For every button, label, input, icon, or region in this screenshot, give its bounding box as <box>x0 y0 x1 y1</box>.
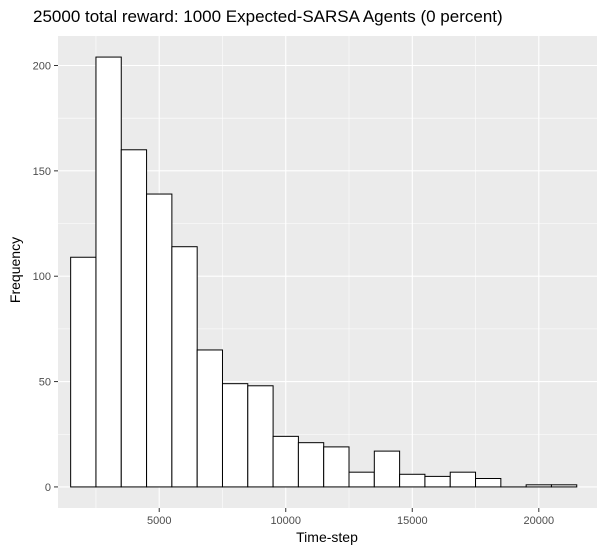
y-tick-label: 50 <box>39 377 51 389</box>
histogram-bars <box>70 56 578 488</box>
x-tick-label: 20000 <box>524 515 555 527</box>
histogram-bar <box>171 246 198 488</box>
histogram-bar <box>95 56 122 488</box>
histogram-bar <box>70 256 97 488</box>
histogram-bar <box>297 442 325 488</box>
y-tick-label: 150 <box>33 166 51 178</box>
y-axis-title: Frequency <box>7 237 23 303</box>
x-tick-label: 10000 <box>270 515 301 527</box>
x-tick-label: 5000 <box>147 515 171 527</box>
histogram-bar <box>449 471 477 488</box>
histogram-bar <box>323 446 350 488</box>
histogram-bar <box>196 349 223 488</box>
x-axis: 5000 10000 15000 20000 <box>147 508 554 527</box>
y-tick-label: 0 <box>45 482 51 494</box>
histogram-bar <box>247 385 274 488</box>
histogram-bar <box>550 484 578 488</box>
y-axis: 0 50 100 150 200 <box>33 61 58 494</box>
histogram-bar <box>272 435 299 488</box>
y-tick-label: 100 <box>33 271 51 283</box>
chart-title: 25000 total reward: 1000 Expected-SARSA … <box>33 7 503 26</box>
x-axis-title: Time-step <box>296 529 358 545</box>
histogram-bar <box>348 471 375 488</box>
histogram-bar <box>146 193 173 488</box>
histogram-bar <box>221 383 249 488</box>
y-tick-label: 200 <box>33 61 51 73</box>
histogram-bar <box>475 478 502 488</box>
histogram-bar <box>525 484 552 488</box>
histogram-bar <box>424 475 451 488</box>
histogram-bar <box>373 450 401 488</box>
histogram-bar <box>120 149 148 488</box>
x-tick-label: 15000 <box>397 515 428 527</box>
histogram-bar <box>399 473 426 488</box>
